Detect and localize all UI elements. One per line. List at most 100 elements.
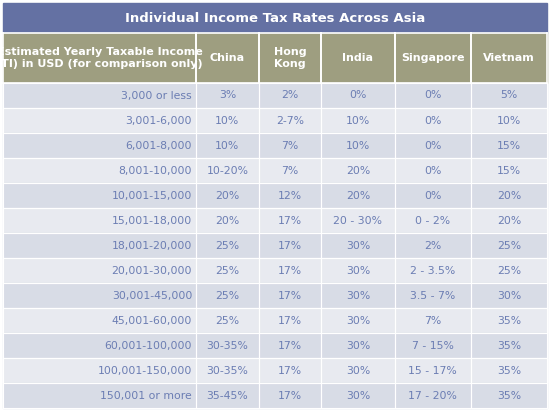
Text: 30%: 30% (346, 365, 370, 376)
Bar (471, 108, 547, 133)
Text: 25%: 25% (216, 240, 239, 250)
Bar (258, 158, 321, 183)
Bar (258, 108, 321, 133)
Bar (471, 333, 547, 358)
Text: 20%: 20% (346, 166, 370, 175)
Text: 10-20%: 10-20% (206, 166, 249, 175)
Bar (196, 308, 258, 333)
Bar (258, 83, 321, 108)
Bar (3, 308, 196, 333)
Bar (3, 33, 196, 83)
Bar (321, 208, 395, 233)
Bar (258, 283, 321, 308)
Bar (258, 233, 321, 258)
Text: 3.5 - 7%: 3.5 - 7% (410, 291, 455, 300)
Bar (321, 258, 395, 283)
Bar (471, 83, 547, 108)
Bar (471, 133, 547, 158)
Text: 17 - 20%: 17 - 20% (408, 390, 457, 400)
Text: 6,001-8,000: 6,001-8,000 (125, 141, 192, 150)
Text: 15,001-18,000: 15,001-18,000 (112, 215, 192, 226)
Text: 2 - 3.5%: 2 - 3.5% (410, 266, 455, 275)
Text: 0%: 0% (424, 141, 442, 150)
Bar (395, 183, 471, 208)
Bar (321, 133, 395, 158)
Bar (3, 208, 196, 233)
Text: China: China (210, 53, 245, 63)
Text: 35-45%: 35-45% (207, 390, 248, 400)
Bar (258, 308, 321, 333)
Text: 10,001-15,000: 10,001-15,000 (112, 191, 192, 201)
Bar (321, 83, 395, 108)
Text: 25%: 25% (497, 266, 521, 275)
Text: 0%: 0% (349, 90, 367, 101)
Text: 35%: 35% (497, 316, 521, 326)
Bar (3, 108, 196, 133)
Bar (471, 383, 547, 408)
Bar (258, 333, 321, 358)
Text: 20%: 20% (346, 191, 370, 201)
Bar (196, 333, 258, 358)
Text: India: India (343, 53, 373, 63)
Bar (395, 158, 471, 183)
Bar (258, 358, 321, 383)
Text: 20,001-30,000: 20,001-30,000 (112, 266, 192, 275)
Bar (395, 283, 471, 308)
Text: 20 - 30%: 20 - 30% (333, 215, 382, 226)
Text: 100,001-150,000: 100,001-150,000 (98, 365, 192, 376)
Bar (3, 3, 547, 33)
Bar (395, 333, 471, 358)
Bar (3, 283, 196, 308)
Bar (3, 233, 196, 258)
Bar (258, 183, 321, 208)
Text: 3,001-6,000: 3,001-6,000 (125, 115, 192, 125)
Text: 17%: 17% (278, 390, 302, 400)
Bar (196, 183, 258, 208)
Bar (395, 83, 471, 108)
Text: 0 - 2%: 0 - 2% (415, 215, 450, 226)
Text: 17%: 17% (278, 215, 302, 226)
Text: 17%: 17% (278, 316, 302, 326)
Bar (471, 308, 547, 333)
Bar (471, 208, 547, 233)
Bar (3, 358, 196, 383)
Bar (196, 133, 258, 158)
Bar (196, 83, 258, 108)
Bar (321, 383, 395, 408)
Bar (471, 233, 547, 258)
Text: 20%: 20% (215, 191, 240, 201)
Text: 0%: 0% (424, 115, 442, 125)
Text: 2-7%: 2-7% (276, 115, 304, 125)
Bar (471, 358, 547, 383)
Bar (321, 183, 395, 208)
Bar (471, 258, 547, 283)
Bar (3, 83, 196, 108)
Bar (3, 183, 196, 208)
Text: 15%: 15% (497, 141, 521, 150)
Text: 17%: 17% (278, 266, 302, 275)
Bar (321, 33, 395, 83)
Bar (3, 258, 196, 283)
Text: 10%: 10% (215, 141, 240, 150)
Bar (321, 283, 395, 308)
Text: 10%: 10% (346, 141, 370, 150)
Text: 7 - 15%: 7 - 15% (412, 340, 454, 351)
Bar (196, 358, 258, 383)
Bar (395, 258, 471, 283)
Text: 17%: 17% (278, 240, 302, 250)
Bar (321, 233, 395, 258)
Text: 2%: 2% (282, 90, 299, 101)
Text: 30-35%: 30-35% (206, 365, 249, 376)
Bar (321, 333, 395, 358)
Text: 15 - 17%: 15 - 17% (409, 365, 457, 376)
Text: 30%: 30% (346, 291, 370, 300)
Bar (395, 358, 471, 383)
Text: 7%: 7% (282, 166, 299, 175)
Bar (3, 383, 196, 408)
Bar (471, 33, 547, 83)
Text: 20%: 20% (215, 215, 240, 226)
Bar (321, 108, 395, 133)
Bar (196, 383, 258, 408)
Text: 25%: 25% (497, 240, 521, 250)
Bar (321, 158, 395, 183)
